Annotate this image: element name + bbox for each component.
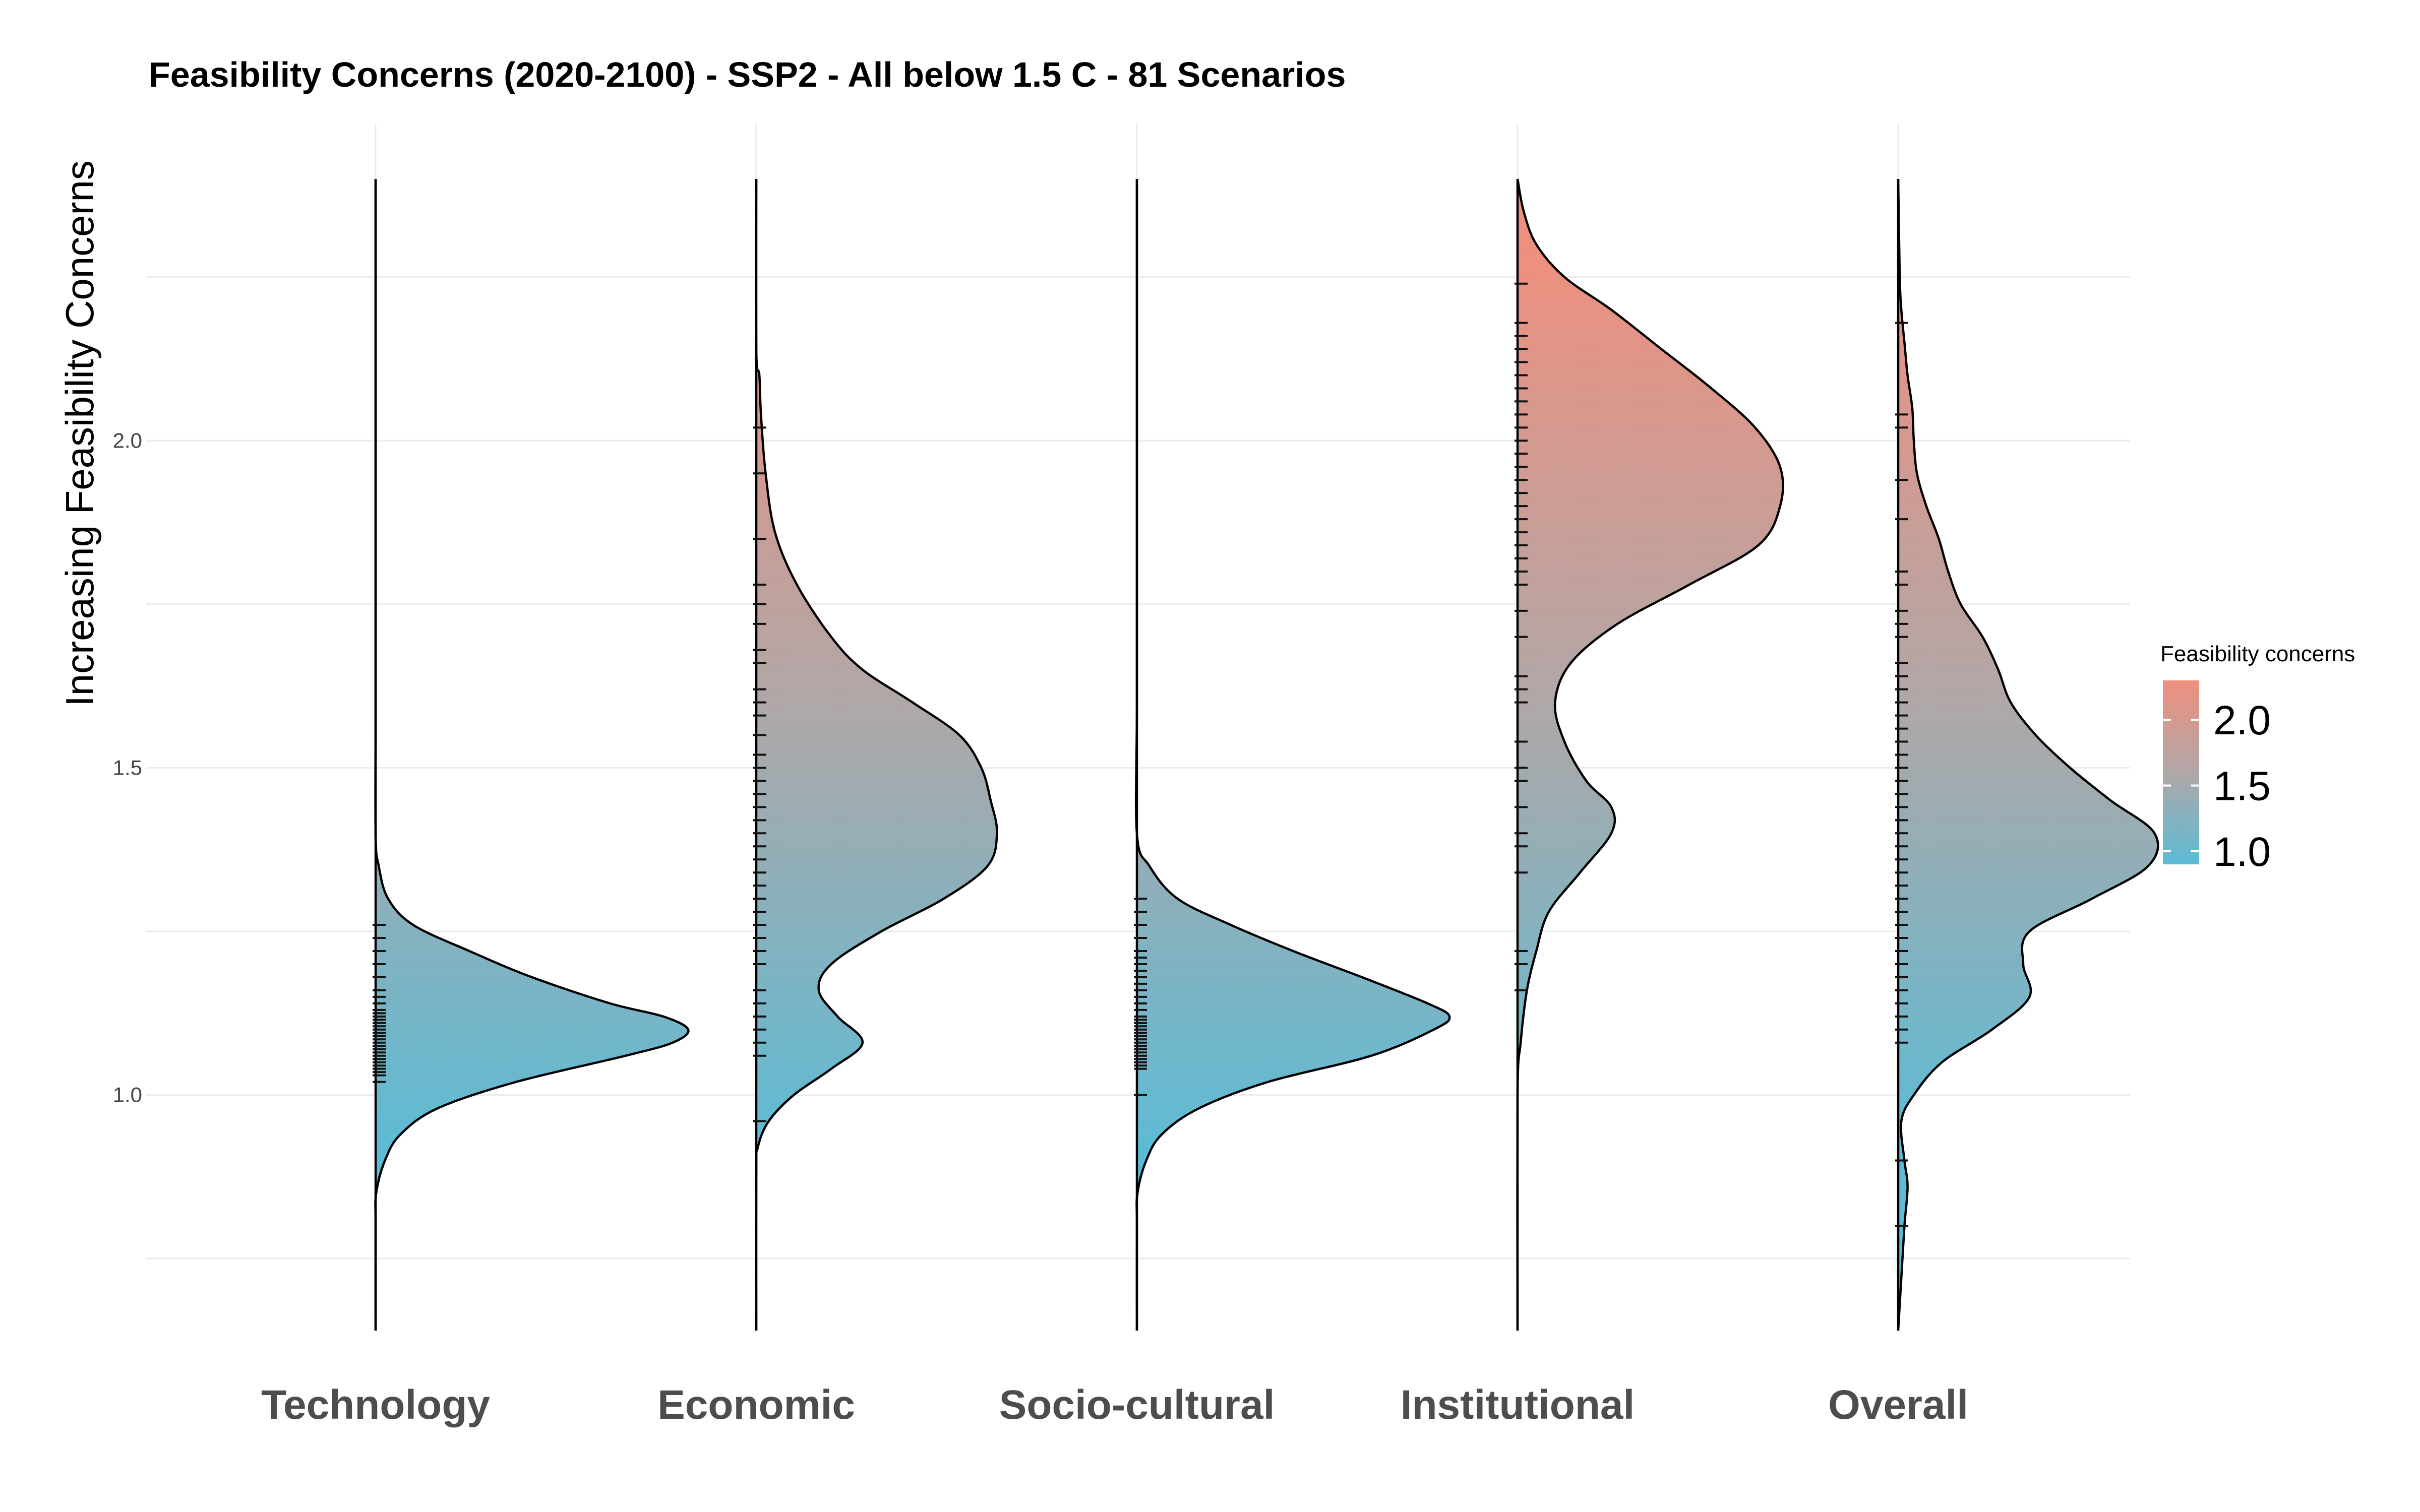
density-fill xyxy=(756,179,997,1331)
y-tick-label: 2.0 xyxy=(113,428,142,452)
density-fill xyxy=(1136,179,1450,1331)
series-institutional xyxy=(1515,178,1784,1331)
density-outline xyxy=(1897,178,2159,1331)
y-tick-labels: 1.0 1.5 2.0 xyxy=(113,428,142,1106)
density-fill xyxy=(1898,179,2158,1331)
y-tick-label: 1.5 xyxy=(113,755,142,779)
density-outline xyxy=(374,179,690,1331)
legend-tick-label: 1.5 xyxy=(2213,764,2271,809)
x-tick-label: Economic xyxy=(657,1382,855,1428)
x-tick-label: Technology xyxy=(261,1382,490,1428)
density-outline xyxy=(1134,179,1451,1331)
x-tick-label: Overall xyxy=(1828,1382,1968,1428)
density-fill xyxy=(375,179,689,1331)
density-fill xyxy=(1517,179,1783,1331)
y-axis-label: Increasing Feasibility Concerns xyxy=(57,160,102,707)
series-technology xyxy=(373,179,690,1331)
density-outline xyxy=(1516,178,1784,1331)
legend-tick-label: 1.0 xyxy=(2213,829,2271,875)
series-socio-cultural xyxy=(1134,179,1451,1331)
chart-title: Feasibility Concerns (2020-2100) - SSP2 … xyxy=(149,55,1346,94)
x-tick-labels: Technology Economic Socio-cultural Institut… xyxy=(261,1382,1968,1428)
density-series xyxy=(373,178,2159,1331)
legend: Feasibility concerns 2.0 1.5 1.0 xyxy=(2160,642,2355,875)
x-tick-label: Socio-cultural xyxy=(999,1382,1275,1428)
legend-title: Feasibility concerns xyxy=(2160,642,2355,666)
y-tick-label: 1.0 xyxy=(113,1083,142,1107)
series-overall xyxy=(1895,178,2159,1331)
x-tick-label: Institutional xyxy=(1401,1382,1635,1428)
legend-tick-label: 2.0 xyxy=(2213,698,2271,743)
density-outline xyxy=(755,178,998,1331)
legend-colorbar xyxy=(2163,680,2199,864)
series-economic xyxy=(753,178,998,1331)
legend-ticks: 2.0 1.5 1.0 xyxy=(2163,698,2271,875)
